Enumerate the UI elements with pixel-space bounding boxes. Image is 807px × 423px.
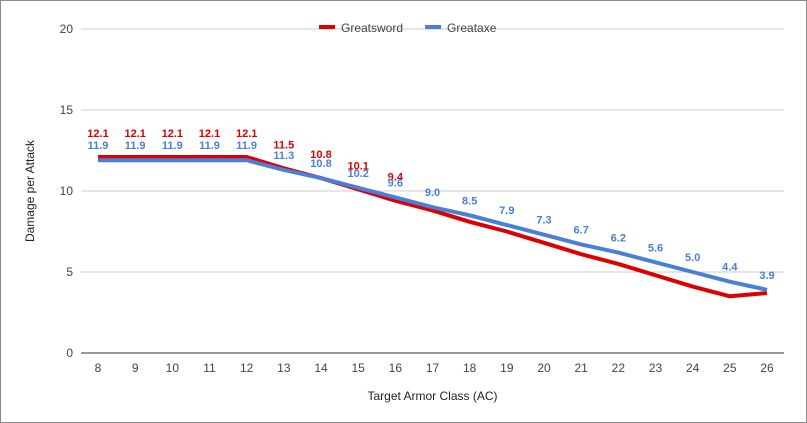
data-label-greataxe: 10.2	[347, 168, 368, 180]
x-tick-label: 12	[240, 361, 254, 375]
series-line-greataxe	[98, 158, 768, 292]
data-label-greataxe: 11.9	[236, 140, 257, 152]
data-label-greataxe: 11.9	[125, 140, 146, 152]
data-label-greataxe: 11.3	[273, 150, 294, 162]
x-tick-label: 19	[500, 361, 514, 375]
data-label-greatsword: 10.1	[347, 160, 368, 172]
x-axis-title: Target Armor Class (AC)	[367, 389, 497, 403]
data-label-greataxe: 10.8	[310, 158, 331, 170]
x-tick-label: 20	[537, 361, 551, 375]
y-axis-ticks: 0 5 10 15 20	[60, 22, 74, 360]
y-tick-label: 15	[60, 103, 74, 117]
data-label-greatsword: 11.5	[273, 139, 294, 151]
data-label-greatsword: 12.1	[124, 128, 145, 140]
x-tick-label: 16	[389, 361, 403, 375]
data-label-greatsword: 12.1	[236, 128, 257, 140]
data-label-greataxe: 9.6	[388, 177, 403, 189]
y-tick-label: 5	[66, 265, 73, 279]
x-tick-label: 13	[277, 361, 291, 375]
x-tick-label: 21	[574, 361, 588, 375]
y-axis-title: Damage per Attack	[23, 139, 37, 242]
data-label-greataxe: 11.9	[199, 140, 220, 152]
legend-swatch-greatsword	[319, 25, 335, 29]
data-labels: 12.1 12.1 12.1 12.1 12.1 11.5 10.8 10.1 9.4 11.9 1…	[87, 128, 774, 282]
x-tick-label: 14	[314, 361, 328, 375]
legend-swatch-greataxe	[425, 25, 442, 29]
x-tick-label: 25	[723, 361, 737, 375]
y-tick-label: 0	[66, 346, 73, 360]
x-tick-label: 9	[132, 361, 139, 375]
y-tick-label: 20	[60, 22, 74, 36]
x-tick-label: 10	[166, 361, 180, 375]
data-label-greatsword: 12.1	[87, 128, 108, 140]
data-label-greataxe: 6.2	[611, 233, 626, 245]
data-label-greataxe: 9.0	[425, 187, 440, 199]
legend: Greatsword Greataxe	[319, 21, 497, 35]
x-tick-label: 26	[760, 361, 774, 375]
x-axis-ticks: 8 9 10 11 12 13 14 15 16 17 18 19 20 21 22 23 24 25 26	[95, 361, 774, 375]
series-line-greatsword	[98, 154, 768, 299]
data-label-greataxe: 11.9	[88, 140, 109, 152]
x-tick-label: 18	[463, 361, 477, 375]
series-lines	[98, 154, 768, 299]
x-tick-label: 23	[649, 361, 663, 375]
data-label-greatsword: 12.1	[199, 128, 220, 140]
x-tick-label: 22	[612, 361, 626, 375]
data-label-greataxe: 5.0	[685, 252, 700, 264]
y-tick-label: 10	[60, 184, 74, 198]
data-label-greataxe: 3.9	[759, 270, 774, 282]
data-label-greataxe: 6.7	[574, 224, 589, 236]
x-tick-label: 11	[203, 361, 216, 375]
data-label-greatsword: 10.8	[310, 149, 331, 161]
x-tick-label: 8	[95, 361, 102, 375]
x-tick-label: 17	[426, 361, 440, 375]
data-label-greataxe: 5.6	[648, 242, 663, 254]
legend-label-greatsword: Greatsword	[341, 21, 403, 35]
data-label-greataxe: 7.9	[499, 205, 514, 217]
data-label-greataxe: 7.3	[536, 215, 551, 227]
data-label-greataxe: 11.9	[162, 140, 183, 152]
x-tick-label: 15	[351, 361, 365, 375]
data-label-greatsword: 12.1	[162, 128, 183, 140]
legend-label-greataxe: Greataxe	[447, 21, 497, 35]
x-tick-label: 24	[686, 361, 700, 375]
data-label-greataxe: 4.4	[722, 262, 738, 274]
data-label-greatsword: 9.4	[388, 172, 404, 184]
data-label-greataxe: 8.5	[462, 195, 477, 207]
